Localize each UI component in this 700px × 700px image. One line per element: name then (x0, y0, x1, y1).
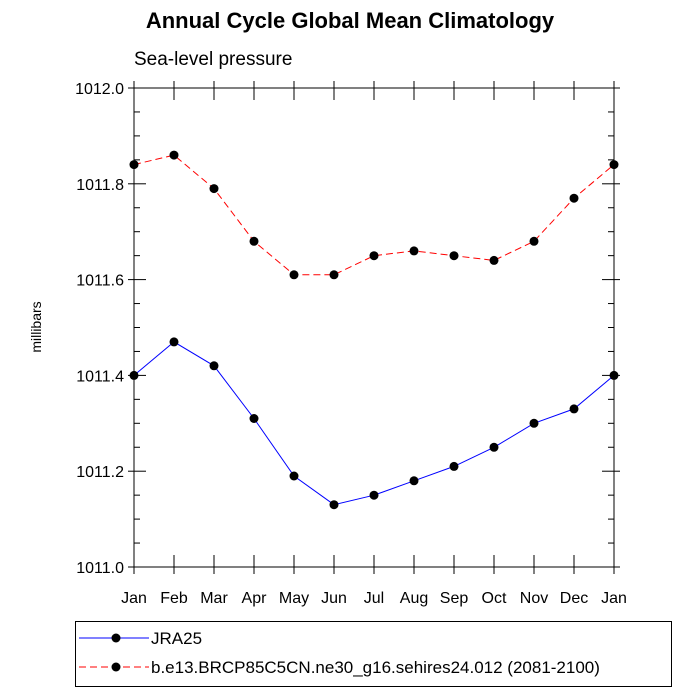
data-point (289, 270, 299, 280)
data-point (569, 193, 579, 203)
legend-item-0: JRA25 (76, 627, 671, 651)
data-point (529, 418, 539, 428)
data-point (409, 476, 419, 486)
y-tick-label: 1011.6 (76, 273, 124, 290)
x-tick-label: Feb (160, 590, 188, 607)
x-tick-label: Nov (520, 590, 548, 607)
x-tick-label: Aug (400, 590, 428, 607)
x-tick-label: May (279, 590, 309, 607)
data-point (329, 500, 339, 510)
x-tick-label: Jun (321, 590, 347, 607)
data-point (169, 150, 179, 160)
data-point (449, 251, 459, 261)
data-point (369, 490, 379, 500)
legend-swatch-1 (79, 662, 149, 672)
y-tick-label: 1011.2 (76, 464, 124, 481)
data-point (489, 442, 499, 452)
y-tick-label: 1011.0 (76, 560, 124, 577)
data-point (249, 414, 259, 423)
chart-plot: 1011.0 1011.2 1011.4 1011.6 1011.8 1012.0 Jan F… (75, 81, 627, 607)
tick-labels: 1011.0 1011.2 1011.4 1011.6 1011.8 1012.0 Jan F… (75, 81, 627, 607)
data-point (529, 236, 539, 246)
x-tick-label: Mar (200, 590, 228, 607)
data-point (169, 337, 179, 347)
legend-swatch-0 (79, 633, 149, 643)
x-tick-label: Apr (242, 590, 268, 607)
data-point (129, 370, 139, 380)
data-point (369, 251, 379, 261)
legend-item-1: b.e13.BRCP85C5CN.ne30_g16.sehires24.012 … (76, 656, 671, 680)
data-point (209, 184, 219, 194)
series-line-0 (133, 341, 615, 506)
series-layer (129, 150, 619, 510)
data-point (569, 404, 579, 414)
data-point (409, 246, 419, 256)
x-tick-label: Oct (482, 590, 507, 607)
data-point (609, 370, 619, 380)
data-point (609, 160, 619, 170)
data-point (489, 255, 499, 265)
x-tick-label: Sep (440, 590, 469, 607)
data-point (449, 461, 459, 471)
x-tick-label: Dec (560, 590, 588, 607)
data-point (129, 160, 139, 170)
x-tick-label: Jan (601, 590, 627, 607)
axis-ticks (128, 81, 620, 574)
data-point (249, 236, 259, 246)
data-point (289, 471, 299, 481)
legend: JRA25 b.e13.BRCP85C5CN.ne30_g16.sehires2… (75, 621, 672, 687)
legend-label-0: JRA25 (151, 629, 203, 648)
y-tick-label: 1011.8 (76, 177, 124, 194)
data-point (209, 361, 219, 371)
data-point (329, 270, 339, 280)
y-tick-label: 1012.0 (75, 81, 124, 98)
legend-label-1: b.e13.BRCP85C5CN.ne30_g16.sehires24.012 … (151, 658, 600, 677)
x-tick-label: Jan (121, 590, 147, 607)
y-tick-label: 1011.4 (76, 368, 124, 385)
chart-subtitle: Sea-level pressure (134, 49, 293, 70)
chart-title: Annual Cycle Global Mean Climatology (145, 8, 555, 33)
plot-frame (133, 87, 615, 568)
x-tick-label: Jul (364, 590, 384, 607)
